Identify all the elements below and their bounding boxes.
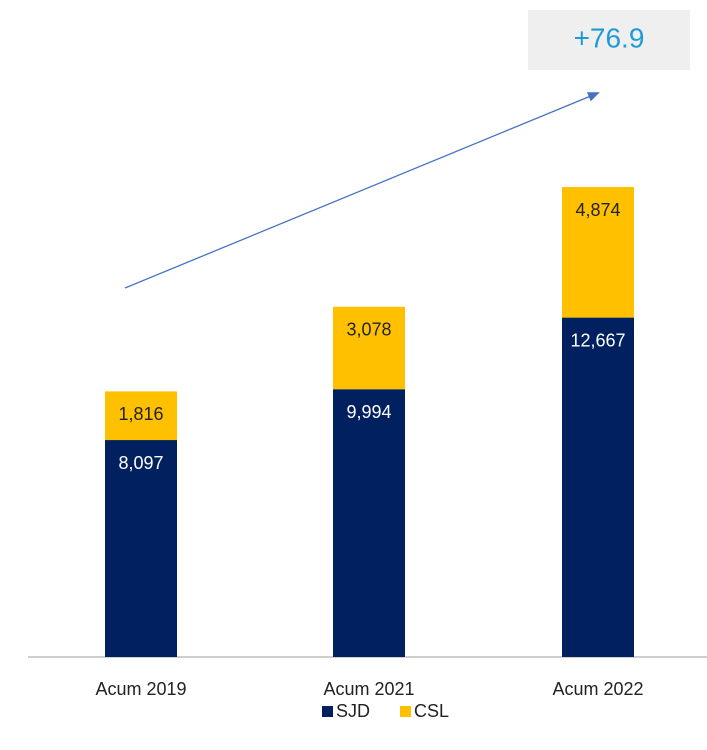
bar-segment (105, 440, 177, 657)
x-tick-label: Acum 2021 (323, 679, 414, 699)
annotation-box (528, 10, 690, 70)
bar-segment (105, 391, 177, 441)
x-tick-label: Acum 2022 (552, 679, 643, 699)
value-label: 4,874 (575, 200, 620, 220)
annotation: +76.9 (574, 22, 645, 53)
bar-segment (562, 317, 634, 657)
legend-label: CSL (414, 701, 449, 721)
bar-segment (333, 306, 405, 390)
trend-arrow (124, 92, 600, 289)
value-label: 12,667 (570, 330, 625, 350)
value-label: 8,097 (118, 453, 163, 473)
bar-segment (562, 187, 634, 318)
legend-swatch (400, 706, 411, 717)
x-tick-label: Acum 2019 (95, 679, 186, 699)
value-label: 9,994 (346, 402, 391, 422)
bar-segment (333, 389, 405, 657)
value-label: 3,078 (346, 319, 391, 339)
value-label: 1,816 (118, 404, 163, 424)
legend-label: SJD (336, 701, 370, 721)
legend-swatch (322, 706, 333, 717)
